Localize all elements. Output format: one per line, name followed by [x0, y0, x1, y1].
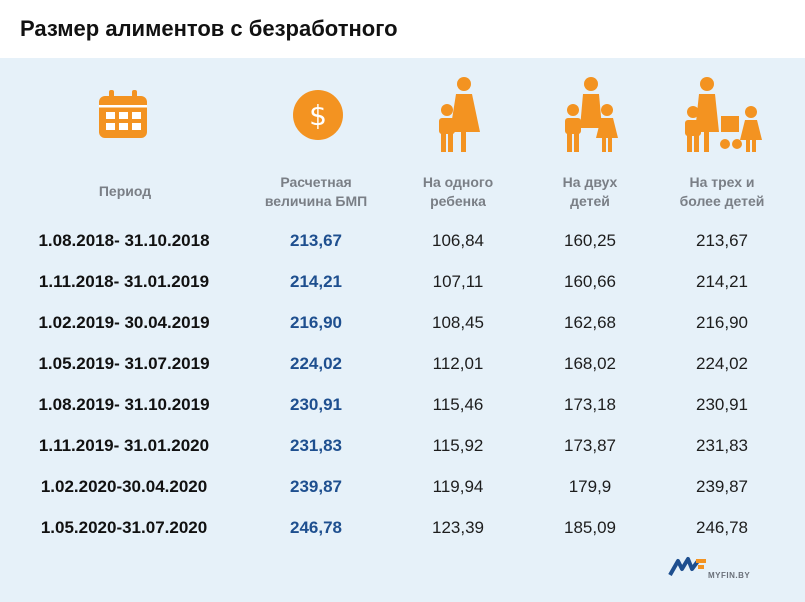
three-children-cell: 246,78 — [696, 518, 748, 537]
title-bar: Размер алиментов с безработного — [0, 0, 805, 58]
header-bmp: Расчетная величина БМП — [264, 174, 368, 209]
three-children-cell: 216,90 — [696, 313, 748, 332]
period-cell: 1.08.2019- 31.10.2019 — [38, 395, 210, 414]
three-children-cell: 213,67 — [696, 231, 748, 250]
table-row: 1.11.2018- 31.01.2019 214,21 107,11 160,… — [0, 267, 805, 297]
table-panel — [0, 58, 805, 602]
dollar-coin-icon: $ — [293, 90, 343, 140]
myfin-logo — [668, 557, 706, 576]
header-one-child: На одного ребенка — [422, 174, 494, 209]
two-children-cell: 173,87 — [564, 436, 616, 455]
bmp-cell: 246,78 — [290, 518, 342, 537]
two-children-cell: 168,02 — [564, 354, 616, 373]
one-child-cell: 123,39 — [432, 518, 484, 537]
table-row: 1.05.2019- 31.07.2019 224,02 112,01 168,… — [0, 349, 805, 379]
header-period: Период — [98, 183, 152, 199]
three-children-cell: 214,21 — [696, 272, 748, 291]
one-child-cell: 108,45 — [432, 313, 484, 332]
period-cell: 1.05.2019- 31.07.2019 — [38, 354, 210, 373]
two-children-cell: 160,66 — [564, 272, 616, 291]
one-child-cell: 107,11 — [432, 272, 484, 291]
header-two-children: На двух детей — [562, 174, 618, 209]
period-cell: 1.08.2018- 31.10.2018 — [38, 231, 210, 250]
parent-one-child-icon — [439, 77, 480, 152]
one-child-cell: 119,94 — [432, 477, 484, 496]
bmp-cell: 230,91 — [290, 395, 342, 414]
one-child-cell: 112,01 — [432, 354, 484, 373]
period-cell: 1.05.2020-31.07.2020 — [40, 518, 208, 537]
bmp-cell: 216,90 — [290, 313, 342, 332]
two-children-cell: 179,9 — [568, 477, 612, 496]
period-cell: 1.02.2019- 30.04.2019 — [38, 313, 210, 332]
one-child-cell: 106,84 — [432, 231, 484, 250]
bmp-cell: 239,87 — [290, 477, 342, 496]
table-row: 1.05.2020-31.07.2020 246,78 123,39 185,0… — [0, 513, 805, 543]
two-children-cell: 173,18 — [564, 395, 616, 414]
table-row: 1.08.2019- 31.10.2019 230,91 115,46 173,… — [0, 390, 805, 420]
two-children-cell: 162,68 — [564, 313, 616, 332]
calendar-icon — [99, 90, 147, 138]
bmp-cell: 231,83 — [290, 436, 342, 455]
three-children-cell: 224,02 — [696, 354, 748, 373]
two-children-cell: 185,09 — [564, 518, 616, 537]
table-row: 1.11.2019- 31.01.2020 231,83 115,92 173,… — [0, 431, 805, 461]
bmp-cell: 214,21 — [290, 272, 342, 291]
logo-text: MYFIN.BY — [708, 571, 751, 580]
svg-text:$: $ — [309, 99, 327, 132]
two-children-cell: 160,25 — [564, 231, 616, 250]
bmp-cell: 213,67 — [290, 231, 342, 250]
period-cell: 1.11.2018- 31.01.2019 — [38, 272, 210, 291]
parent-two-children-icon — [565, 77, 618, 152]
one-child-cell: 115,46 — [432, 395, 484, 414]
period-cell: 1.11.2019- 31.01.2020 — [38, 436, 210, 455]
three-children-cell: 231,83 — [696, 436, 748, 455]
header-three-children: На трех и более детей — [679, 174, 765, 209]
period-cell: 1.02.2020-30.04.2020 — [40, 477, 208, 496]
three-children-cell: 239,87 — [696, 477, 748, 496]
one-child-cell: 115,92 — [432, 436, 484, 455]
table-row: 1.02.2019- 30.04.2019 216,90 108,45 162,… — [0, 308, 805, 338]
bmp-cell: 224,02 — [290, 354, 342, 373]
table-row: 1.02.2020-30.04.2020 239,87 119,94 179,9… — [0, 472, 805, 502]
page-title: Размер алиментов с безработного — [20, 16, 398, 41]
table-row: 1.08.2018- 31.10.2018 213,67 106,84 160,… — [0, 226, 805, 256]
parent-three-children-icon — [685, 77, 762, 152]
three-children-cell: 230,91 — [696, 395, 748, 414]
